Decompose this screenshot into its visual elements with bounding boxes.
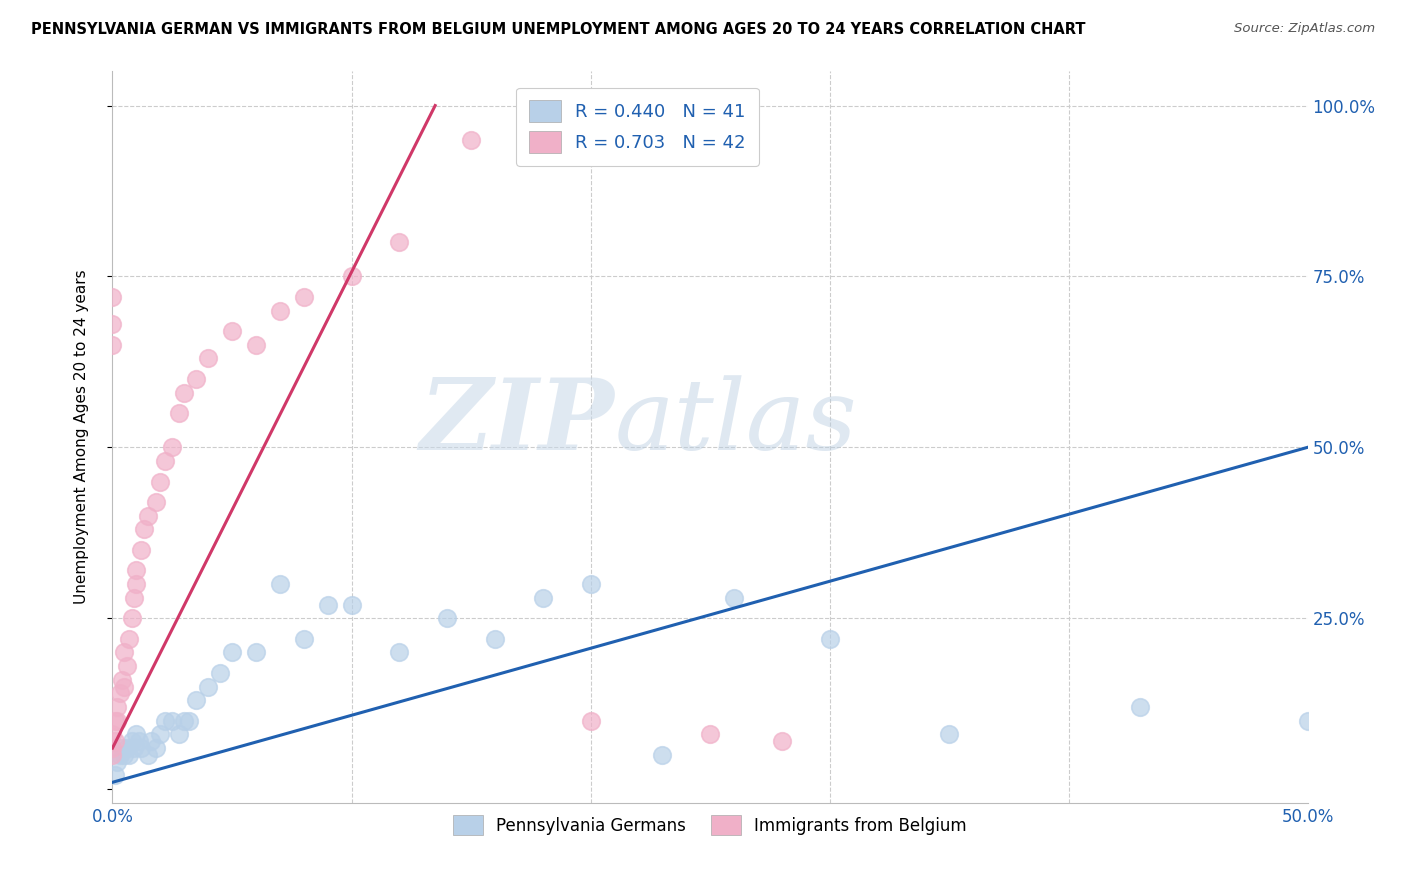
Point: [101, 290, 124, 304]
Point: [121, 734, 143, 748]
Point: [579, 577, 602, 591]
Point: [149, 475, 172, 489]
Point: [122, 741, 145, 756]
Point: [139, 734, 162, 748]
Point: [197, 680, 219, 694]
Point: [221, 645, 243, 659]
Point: [115, 659, 138, 673]
Point: [245, 645, 267, 659]
Y-axis label: Unemployment Among Ages 20 to 24 years: Unemployment Among Ages 20 to 24 years: [75, 269, 89, 605]
Point: [129, 741, 152, 756]
Point: [173, 714, 195, 728]
Point: [169, 727, 191, 741]
Point: [118, 747, 141, 762]
Point: [579, 714, 602, 728]
Point: [531, 591, 554, 605]
Point: [114, 645, 135, 659]
Point: [125, 577, 148, 591]
Point: [1129, 700, 1152, 714]
Point: [484, 632, 506, 646]
Point: [129, 542, 152, 557]
Point: [316, 598, 339, 612]
Point: [101, 747, 124, 762]
Point: [105, 714, 128, 728]
Point: [132, 522, 155, 536]
Point: [138, 747, 160, 762]
Point: [340, 598, 363, 612]
Point: [1296, 714, 1319, 728]
Point: [118, 632, 141, 646]
Point: [149, 727, 172, 741]
Point: [186, 693, 208, 707]
Point: [436, 611, 458, 625]
Point: [388, 235, 411, 250]
Point: [125, 563, 148, 577]
Point: [111, 741, 134, 756]
Point: [101, 338, 124, 352]
Point: [162, 440, 183, 454]
Point: [114, 747, 135, 762]
Point: [162, 714, 183, 728]
Text: atlas: atlas: [614, 375, 858, 470]
Point: [651, 747, 673, 762]
Point: [209, 665, 232, 680]
Point: [114, 680, 135, 694]
Point: [145, 741, 167, 756]
Text: PENNSYLVANIA GERMAN VS IMMIGRANTS FROM BELGIUM UNEMPLOYMENT AMONG AGES 20 TO 24 : PENNSYLVANIA GERMAN VS IMMIGRANTS FROM B…: [31, 22, 1085, 37]
Point: [108, 686, 131, 700]
Point: [460, 133, 482, 147]
Point: [125, 727, 148, 741]
Point: [177, 714, 200, 728]
Point: [770, 734, 793, 748]
Point: [111, 673, 134, 687]
Point: [173, 385, 195, 400]
Point: [138, 508, 160, 523]
Point: [292, 290, 315, 304]
Point: [128, 734, 150, 748]
Text: Source: ZipAtlas.com: Source: ZipAtlas.com: [1234, 22, 1375, 36]
Point: [104, 768, 127, 782]
Point: [221, 324, 243, 338]
Point: [101, 318, 124, 332]
Legend: Pennsylvania Germans, Immigrants from Belgium: Pennsylvania Germans, Immigrants from Be…: [446, 808, 974, 842]
Point: [269, 577, 291, 591]
Point: [101, 741, 124, 756]
Point: [245, 338, 267, 352]
Point: [145, 495, 167, 509]
Point: [121, 611, 143, 625]
Point: [153, 714, 176, 728]
Point: [104, 734, 127, 748]
Point: [340, 269, 363, 284]
Point: [108, 747, 131, 762]
Point: [169, 406, 191, 420]
Point: [292, 632, 315, 646]
Point: [153, 454, 176, 468]
Point: [723, 591, 745, 605]
Point: [938, 727, 960, 741]
Point: [269, 303, 291, 318]
Point: [115, 741, 138, 756]
Text: ZIP: ZIP: [419, 375, 614, 471]
Point: [101, 727, 124, 741]
Point: [122, 591, 145, 605]
Point: [388, 645, 411, 659]
Point: [105, 700, 128, 714]
Point: [105, 755, 128, 769]
Point: [818, 632, 841, 646]
Point: [531, 133, 554, 147]
Point: [104, 714, 127, 728]
Point: [699, 727, 721, 741]
Point: [197, 351, 219, 366]
Point: [186, 372, 208, 386]
